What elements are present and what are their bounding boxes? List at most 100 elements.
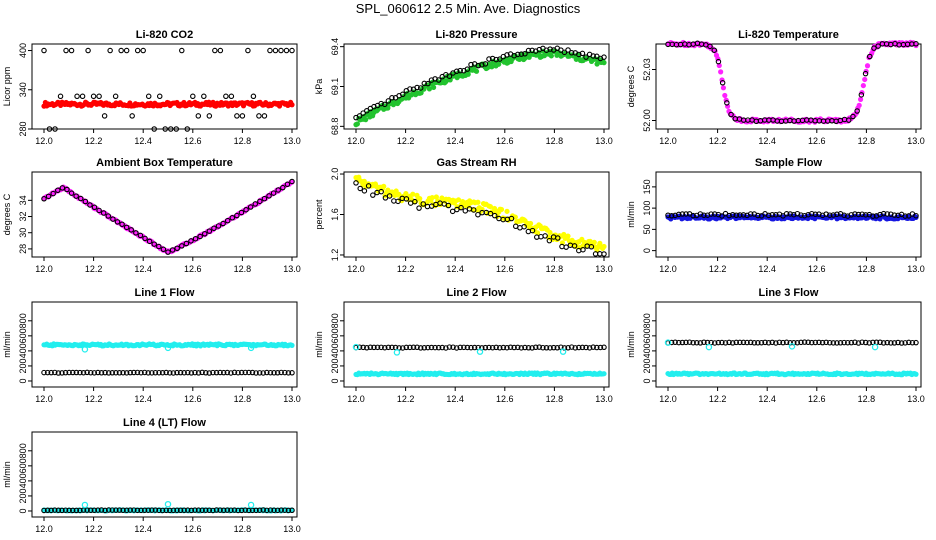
data-point bbox=[880, 340, 887, 346]
data-point bbox=[179, 243, 185, 249]
data-point bbox=[146, 238, 153, 245]
data-point bbox=[445, 202, 452, 209]
y-axis-label: Licor ppm bbox=[2, 67, 12, 107]
y-axis: 0 50 100 150 bbox=[642, 179, 656, 253]
data-point bbox=[190, 93, 196, 100]
y-axis-label: ml/min bbox=[314, 331, 324, 358]
data-point bbox=[579, 50, 586, 57]
band-point bbox=[601, 60, 607, 66]
data-point bbox=[514, 51, 521, 58]
series-points bbox=[41, 178, 295, 255]
x-tick-label: 13.0 bbox=[283, 136, 301, 146]
x-tick-label: 12.2 bbox=[85, 524, 103, 534]
data-point bbox=[597, 344, 604, 351]
data-point bbox=[568, 50, 575, 56]
data-point bbox=[123, 507, 130, 514]
data-point bbox=[855, 211, 862, 218]
data-point bbox=[260, 507, 266, 513]
series-band bbox=[665, 39, 919, 125]
data-point bbox=[96, 207, 102, 214]
data-point bbox=[769, 339, 775, 346]
data-point bbox=[79, 93, 86, 100]
data-point bbox=[877, 339, 883, 345]
data-point bbox=[105, 507, 112, 513]
data-point bbox=[493, 344, 499, 351]
data-point bbox=[543, 345, 550, 351]
data-point bbox=[514, 344, 521, 351]
data-point bbox=[395, 198, 401, 205]
data-point bbox=[74, 93, 80, 100]
data-point bbox=[197, 233, 203, 240]
y-axis-label: kPa bbox=[314, 79, 324, 95]
data-point bbox=[48, 369, 54, 376]
y-axis-label: ml/min bbox=[626, 201, 636, 228]
y-tick-label: 69.1 bbox=[330, 78, 340, 96]
x-tick-label: 12.8 bbox=[858, 394, 876, 404]
data-point bbox=[762, 339, 768, 346]
data-point bbox=[272, 47, 279, 54]
data-point bbox=[213, 507, 220, 513]
data-point bbox=[458, 204, 464, 211]
data-point bbox=[568, 344, 575, 350]
data-point bbox=[532, 344, 539, 351]
data-point bbox=[141, 369, 148, 376]
x-tick-label: 12.0 bbox=[659, 394, 677, 404]
data-point bbox=[733, 339, 740, 346]
series-points bbox=[665, 40, 919, 125]
data-point bbox=[812, 211, 819, 218]
x-tick-label: 12.4 bbox=[134, 524, 152, 534]
x-tick-label: 12.6 bbox=[184, 394, 202, 404]
data-point bbox=[365, 183, 372, 189]
data-point bbox=[500, 344, 507, 351]
data-point bbox=[547, 345, 553, 351]
data-point bbox=[421, 345, 428, 351]
data-point bbox=[217, 47, 224, 54]
data-point bbox=[119, 221, 125, 228]
data-point bbox=[133, 230, 139, 236]
y-axis-label: percent bbox=[314, 199, 324, 230]
data-point bbox=[866, 340, 873, 346]
data-point bbox=[729, 340, 736, 346]
band-point bbox=[418, 90, 424, 96]
data-point bbox=[561, 345, 568, 351]
y-tick-label: 800 bbox=[18, 443, 28, 458]
plot-frame bbox=[655, 171, 922, 258]
y-tick-label: 200 bbox=[18, 358, 28, 373]
band-point bbox=[417, 195, 423, 202]
data-point bbox=[895, 212, 901, 219]
data-point bbox=[250, 93, 257, 100]
data-point bbox=[174, 245, 180, 251]
data-point bbox=[414, 344, 420, 351]
data-point bbox=[540, 344, 546, 351]
y-tick-label: 150 bbox=[642, 179, 652, 194]
data-point bbox=[188, 507, 195, 514]
data-point bbox=[160, 246, 167, 253]
data-point bbox=[98, 507, 105, 513]
data-point bbox=[399, 91, 406, 98]
x-tick-label: 12.6 bbox=[808, 394, 826, 404]
data-point bbox=[518, 51, 525, 57]
data-point bbox=[590, 53, 596, 59]
data-point bbox=[149, 370, 155, 376]
y-tick-label: 200 bbox=[330, 358, 340, 373]
data-point bbox=[64, 186, 70, 193]
y-tick-label: 100 bbox=[642, 201, 652, 216]
data-point bbox=[421, 80, 428, 87]
data-point bbox=[229, 215, 236, 221]
data-point bbox=[529, 47, 535, 54]
data-point bbox=[231, 369, 238, 376]
x-tick-label: 12.0 bbox=[35, 394, 53, 404]
y-axis-label: ml/min bbox=[626, 331, 636, 358]
panel-line4: Line 4 (LT) Flow 12.0 12.2 12.4 12.6 12.8 13.0… bbox=[2, 417, 301, 534]
data-point bbox=[417, 345, 424, 351]
data-point bbox=[199, 507, 205, 514]
data-point bbox=[755, 340, 761, 346]
series-band bbox=[353, 370, 607, 378]
data-point bbox=[50, 190, 56, 197]
data-point bbox=[192, 369, 198, 376]
data-point bbox=[884, 339, 890, 346]
data-point bbox=[525, 47, 532, 54]
x-tick-label: 13.0 bbox=[283, 394, 301, 404]
data-point bbox=[361, 188, 368, 194]
y-tick-label: 600 bbox=[18, 458, 28, 473]
